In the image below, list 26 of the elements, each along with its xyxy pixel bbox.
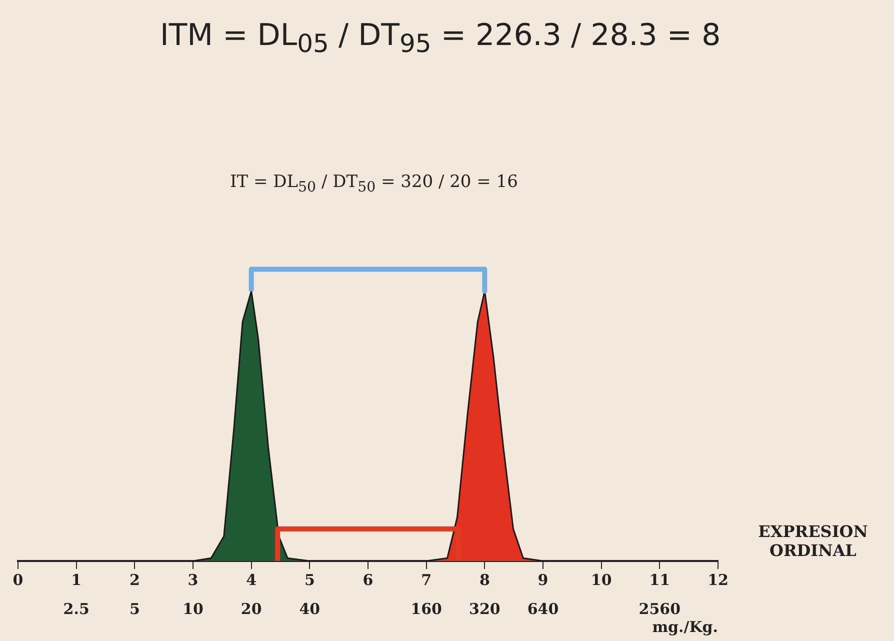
x-tick-label: 3 xyxy=(188,570,198,589)
x-tick-label: 10 xyxy=(590,570,612,589)
x2-axis-title: mg./Kg. xyxy=(652,618,718,636)
text: IT = DL$_{50}$ / DT$_{50}$ = 320 / 20 = 16 xyxy=(230,172,518,196)
x-tick-label: 11 xyxy=(649,570,670,589)
x-axis-title: EXPRESION ORDINAL xyxy=(757,522,869,560)
x2-tick-label: 320 xyxy=(469,600,500,618)
x-tick-label: 9 xyxy=(538,570,548,589)
x2-tick-label: 2.5 xyxy=(63,600,90,618)
x-tick-label: 0 xyxy=(12,570,24,589)
x-tick-label: 6 xyxy=(362,570,374,589)
x-tick-label: 5 xyxy=(304,570,315,589)
x2-tick-label: 10 xyxy=(182,600,204,618)
x-tick-label: 12 xyxy=(708,570,728,589)
text: ITM = DL$_{05}$ / DT$_{95}$ = 226.3 / 28.3 = 8 xyxy=(160,18,721,58)
x-tick-label: 4 xyxy=(246,570,257,589)
x2-tick-label: 160 xyxy=(410,600,442,618)
x2-tick-label: 640 xyxy=(527,600,559,618)
x2-tick-label: 5 xyxy=(129,600,140,618)
x-tick-label: 7 xyxy=(421,570,432,589)
x2-tick-label: 40 xyxy=(299,600,320,618)
x-tick-label: 2 xyxy=(129,570,140,589)
x-tick-label: 8 xyxy=(479,570,490,589)
x-tick-label: 1 xyxy=(71,570,82,589)
x2-tick-label: 2560 xyxy=(638,600,681,618)
x2-tick-label: 20 xyxy=(240,600,262,618)
